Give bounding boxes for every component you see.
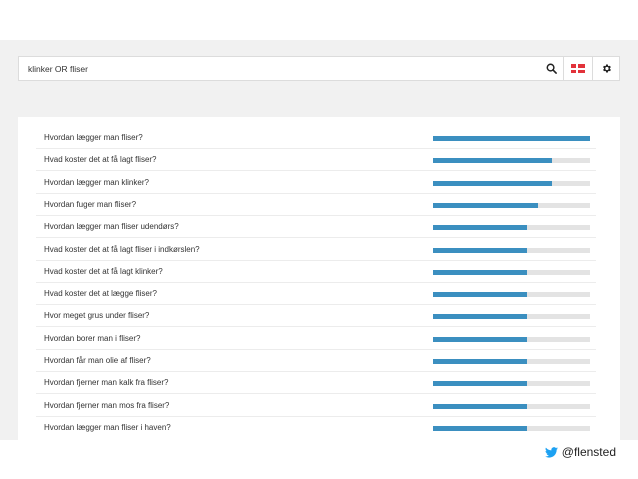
popularity-bar-fill [433, 202, 539, 208]
result-row[interactable]: Hvad koster det at lægge fliser? [36, 283, 596, 306]
language-button[interactable] [564, 57, 592, 80]
popularity-bar-fill [433, 136, 590, 141]
question-text: Hvordan lægger man fliser i haven? [44, 423, 171, 433]
popularity-bar-fill [433, 292, 528, 298]
divider [563, 57, 564, 80]
popularity-bar [433, 269, 590, 275]
result-row[interactable]: Hvordan fuger man fliser? [36, 194, 596, 216]
popularity-bar-fill [433, 158, 553, 164]
popularity-bar [433, 403, 590, 409]
result-row[interactable]: Hvordan borer man i fliser? [36, 328, 596, 350]
result-row[interactable]: Hvad koster det at få lagt fliser i indk… [36, 239, 596, 261]
search-input[interactable] [19, 57, 539, 80]
popularity-bar [433, 359, 590, 364]
popularity-bar-fill [433, 269, 528, 275]
question-text: Hvordan får man olie af fliser? [44, 356, 151, 365]
popularity-bar [433, 381, 590, 387]
result-row[interactable]: Hvad koster det at få lagt klinker? [36, 261, 596, 283]
question-text: Hvordan lægger man fliser? [44, 133, 143, 142]
result-row[interactable]: Hvordan får man olie af fliser? [36, 350, 596, 372]
popularity-bar [433, 225, 590, 231]
popularity-bar [433, 314, 590, 320]
popularity-bar-fill [433, 180, 553, 186]
gear-icon [602, 64, 611, 73]
result-row[interactable]: Hvad koster det at få lagt fliser? [36, 149, 596, 172]
twitter-handle: @flensted [561, 445, 616, 459]
result-row[interactable]: Hvordan lægger man fliser udendørs? [36, 216, 596, 239]
popularity-bar [433, 336, 590, 342]
popularity-bar [433, 247, 590, 253]
question-text: Hvordan borer man i fliser? [44, 333, 141, 343]
popularity-bar-fill [433, 381, 528, 387]
popularity-bar [433, 202, 590, 208]
result-row[interactable]: Hvordan lægger man klinker? [36, 172, 596, 194]
popularity-bar [433, 425, 590, 431]
question-text: Hvad koster det at få lagt fliser? [44, 155, 157, 165]
popularity-bar [433, 292, 590, 298]
search-bar [18, 56, 620, 81]
popularity-bar-fill [433, 247, 528, 253]
question-text: Hvordan fuger man fliser? [44, 199, 137, 209]
question-text: Hvordan lægger man klinker? [44, 177, 149, 187]
settings-button[interactable] [593, 57, 619, 80]
popularity-bar-fill [433, 336, 528, 342]
question-text: Hvordan fjerner man kalk fra fliser? [44, 378, 169, 388]
popularity-bar-fill [433, 359, 528, 364]
popularity-bar-fill [433, 314, 528, 320]
result-row[interactable]: Hvordan lægger man fliser i haven? [36, 417, 596, 439]
danish-flag-icon [571, 64, 585, 73]
question-text: Hvad koster det at lægge fliser? [44, 289, 157, 299]
popularity-bar-fill [433, 225, 528, 231]
result-row[interactable]: Hvordan fjerner man mos fra fliser? [36, 395, 596, 417]
question-text: Hvad koster det at få lagt klinker? [44, 266, 163, 276]
search-icon [546, 63, 557, 74]
popularity-bar-fill [433, 403, 528, 409]
divider [592, 57, 593, 80]
question-text: Hvordan fjerner man mos fra fliser? [44, 400, 170, 410]
question-text: Hvordan lægger man fliser udendørs? [44, 222, 179, 232]
question-text: Hvor meget grus under fliser? [44, 311, 150, 321]
result-row[interactable]: Hvordan lægger man fliser? [36, 127, 596, 149]
popularity-bar [433, 136, 590, 141]
result-row[interactable]: Hvor meget grus under fliser? [36, 305, 596, 328]
twitter-credit: @flensted [544, 445, 616, 459]
search-button[interactable] [539, 57, 563, 80]
popularity-bar [433, 158, 590, 164]
twitter-bird-icon [544, 446, 558, 458]
popularity-bar-fill [433, 425, 528, 431]
result-row[interactable]: Hvordan fjerner man kalk fra fliser? [36, 372, 596, 395]
popularity-bar [433, 180, 590, 186]
question-text: Hvad koster det at få lagt fliser i indk… [44, 244, 200, 254]
